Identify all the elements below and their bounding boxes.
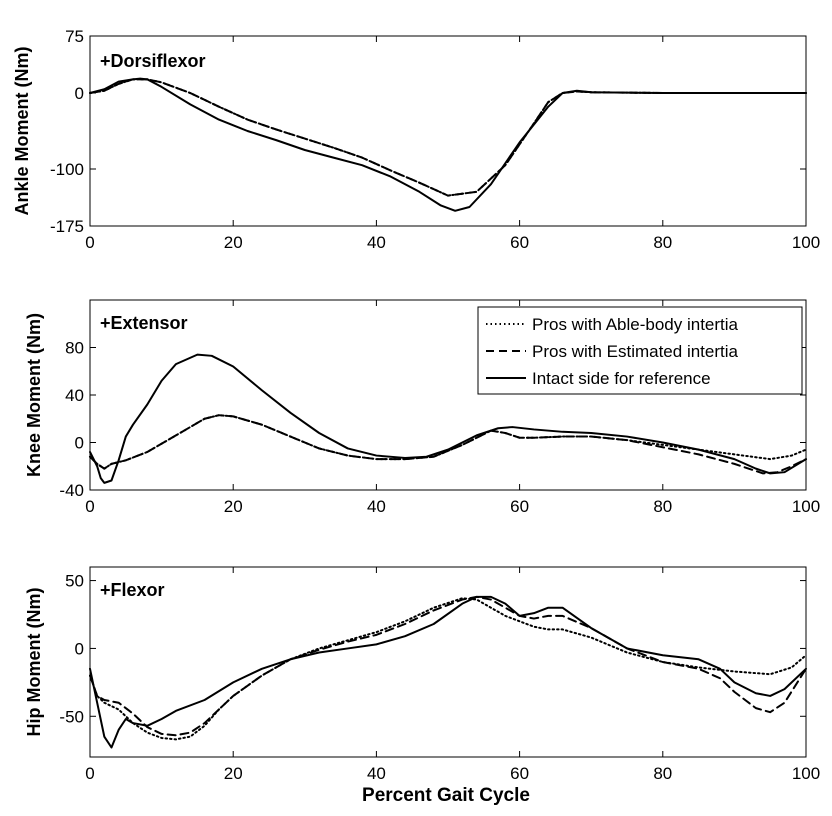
legend-label-intact: Intact side for reference [532, 369, 711, 388]
hip-ticks: 0 20 40 60 80 100 50 0 -50 [59, 567, 820, 783]
x-tick-label: 80 [653, 497, 672, 516]
hip-y-axis-label: Hip Moment (Nm) [24, 588, 44, 737]
legend-label-estimated: Pros with Estimated intertia [532, 342, 739, 361]
x-tick-label: 20 [224, 497, 243, 516]
series-line-dashed [89, 78, 807, 197]
y-tick-label: -50 [59, 707, 84, 726]
knee-series-lines [89, 353, 807, 484]
series-line-solid [89, 77, 807, 212]
series-line-solid [89, 353, 807, 484]
y-tick-label: -40 [59, 481, 84, 500]
legend-label-able-body: Pros with Able-body intertia [532, 315, 739, 334]
series-line-dashed [89, 595, 807, 737]
knee-panel-label: +Extensor [100, 313, 188, 333]
ankle-y-axis-label: Ankle Moment (Nm) [12, 46, 32, 215]
y-tick-label: 0 [75, 84, 84, 103]
x-tick-label: 0 [85, 497, 94, 516]
x-axis-label: Percent Gait Cycle [362, 785, 530, 806]
hip-moment-panel: 0 20 40 60 80 100 50 0 -50 +Flexor Hip Moment (N… [24, 566, 820, 806]
ankle-plot-area [89, 35, 807, 227]
x-tick-label: 60 [510, 233, 529, 252]
y-tick-label: 40 [65, 386, 84, 405]
x-tick-label: 60 [510, 497, 529, 516]
x-tick-label: 40 [367, 233, 386, 252]
x-tick-label: 80 [653, 233, 672, 252]
y-tick-label: 0 [75, 434, 84, 453]
y-tick-label: 80 [65, 339, 84, 358]
x-tick-label: 40 [367, 497, 386, 516]
x-tick-label: 100 [792, 764, 820, 783]
y-tick-label: 75 [65, 27, 84, 46]
legend-box [477, 306, 803, 395]
ankle-panel-label: +Dorsiflexor [100, 51, 206, 71]
ankle-moment-panel: 0 20 40 60 80 100 75 0 -100 -175 +Dorsiflexor Ank… [12, 27, 820, 252]
x-tick-label: 20 [224, 764, 243, 783]
knee-y-axis-label: Knee Moment (Nm) [24, 313, 44, 477]
ankle-series-lines [89, 77, 807, 212]
hip-plot-area [89, 566, 807, 758]
series-line-dotted [89, 597, 807, 741]
x-tick-label: 40 [367, 764, 386, 783]
x-tick-label: 80 [653, 764, 672, 783]
legend: Pros with Able-body intertia Pros with E… [477, 306, 803, 395]
hip-panel-label: +Flexor [100, 580, 165, 600]
series-line-solid [89, 595, 807, 749]
y-tick-label: 0 [75, 639, 84, 658]
x-tick-label: 100 [792, 233, 820, 252]
y-tick-label: 50 [65, 572, 84, 591]
y-tick-label: -100 [50, 160, 84, 179]
x-tick-label: 0 [85, 233, 94, 252]
x-tick-label: 60 [510, 764, 529, 783]
x-tick-label: 0 [85, 764, 94, 783]
ankle-ticks: 0 20 40 60 80 100 75 0 -100 -175 [50, 27, 820, 252]
x-tick-label: 20 [224, 233, 243, 252]
hip-series-lines [89, 595, 807, 749]
y-tick-label: -175 [50, 217, 84, 236]
x-tick-label: 100 [792, 497, 820, 516]
